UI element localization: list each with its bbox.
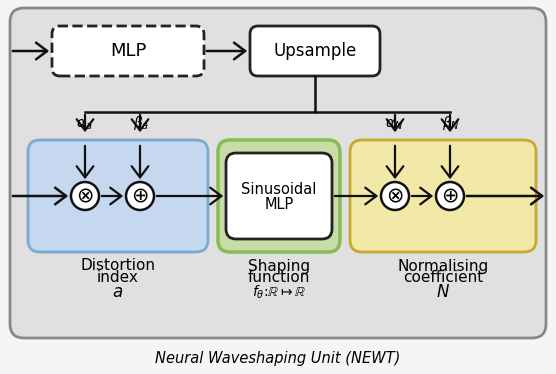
FancyBboxPatch shape bbox=[218, 140, 340, 252]
Text: index: index bbox=[97, 270, 139, 285]
FancyBboxPatch shape bbox=[52, 26, 204, 76]
Text: $\otimes$: $\otimes$ bbox=[76, 186, 94, 206]
Text: function: function bbox=[248, 270, 310, 285]
Text: $N$: $N$ bbox=[436, 283, 450, 301]
Text: Normalising: Normalising bbox=[398, 258, 489, 273]
FancyBboxPatch shape bbox=[350, 140, 536, 252]
Text: MLP: MLP bbox=[110, 42, 146, 60]
Text: $f_\theta\colon\mathbb{R}\mapsto\mathbb{R}$: $f_\theta\colon\mathbb{R}\mapsto\mathbb{… bbox=[252, 283, 306, 301]
Text: Distortion: Distortion bbox=[81, 258, 156, 273]
Text: coefficient: coefficient bbox=[403, 270, 483, 285]
Text: $\oplus$: $\oplus$ bbox=[131, 186, 149, 206]
FancyBboxPatch shape bbox=[10, 8, 546, 338]
Text: $\beta_N$: $\beta_N$ bbox=[442, 114, 460, 132]
Text: Sinusoidal: Sinusoidal bbox=[241, 181, 317, 196]
Text: $\oplus$: $\oplus$ bbox=[441, 186, 459, 206]
Circle shape bbox=[126, 182, 154, 210]
Text: $a$: $a$ bbox=[112, 283, 123, 301]
Circle shape bbox=[436, 182, 464, 210]
Text: MLP: MLP bbox=[264, 196, 294, 212]
Text: $\otimes$: $\otimes$ bbox=[386, 186, 404, 206]
Circle shape bbox=[381, 182, 409, 210]
FancyBboxPatch shape bbox=[226, 153, 332, 239]
Text: Shaping: Shaping bbox=[248, 258, 310, 273]
Circle shape bbox=[71, 182, 99, 210]
Text: $\alpha_N$: $\alpha_N$ bbox=[385, 117, 403, 132]
Text: Neural Waveshaping Unit (NEWT): Neural Waveshaping Unit (NEWT) bbox=[155, 350, 401, 365]
Text: Upsample: Upsample bbox=[274, 42, 356, 60]
Text: $\beta_a$: $\beta_a$ bbox=[133, 114, 149, 132]
Text: $\alpha_a$: $\alpha_a$ bbox=[76, 117, 92, 132]
FancyBboxPatch shape bbox=[250, 26, 380, 76]
FancyBboxPatch shape bbox=[28, 140, 208, 252]
